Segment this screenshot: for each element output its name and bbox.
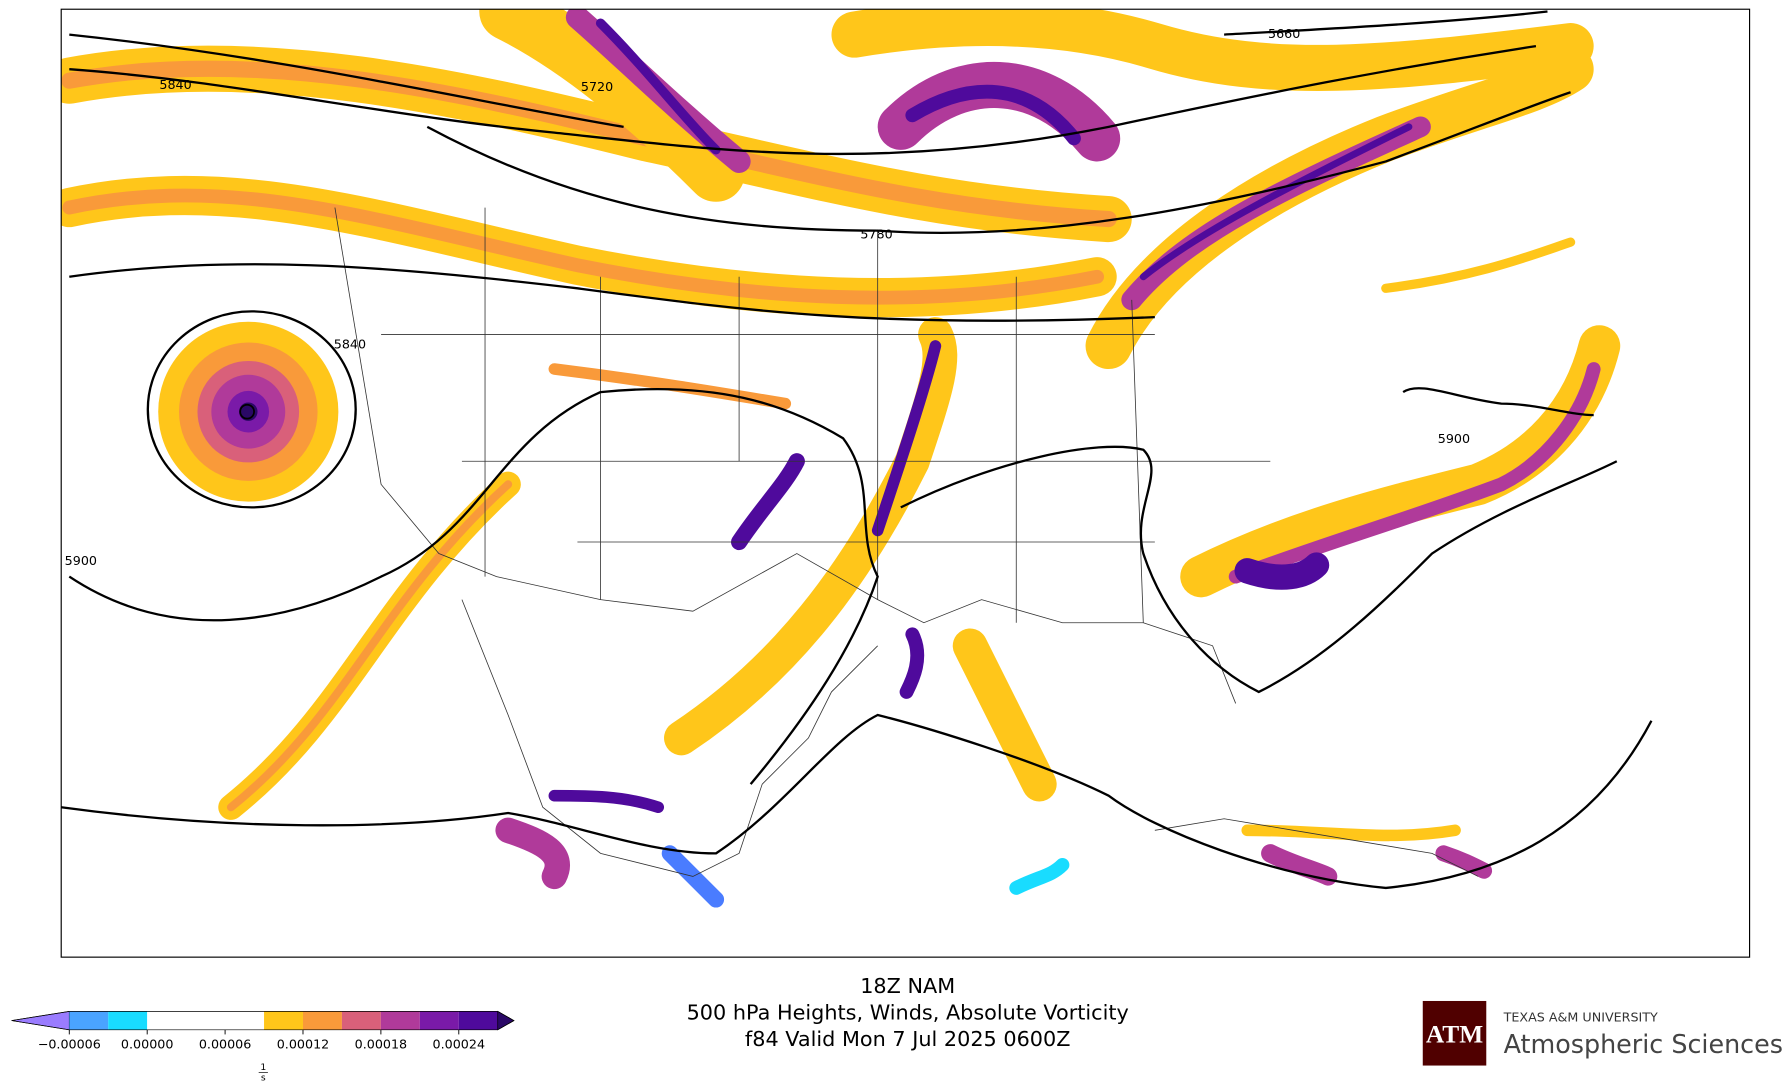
boundaries	[334, 207, 1479, 877]
colorbar: −0.00006 0.00000 0.00006 0.00012 0.00018 0.00…	[11, 1010, 515, 1084]
colorbar-over	[497, 1010, 515, 1031]
colorbar-tick-label: 0.00024	[433, 1036, 486, 1051]
contour-label: 5840	[159, 77, 191, 92]
logo: ATM TEXAS A&M UNIVERSITY Atmospheric Sci…	[1422, 1000, 1783, 1066]
logo-mark: ATM	[1426, 1021, 1483, 1049]
colorbar-tick-label: 0.00018	[355, 1036, 408, 1051]
colorbar-tick-label: 0.00006	[199, 1036, 252, 1051]
colorbar-under	[11, 1010, 70, 1031]
title-line: f84 Valid Mon 7 Jul 2025 0600Z	[745, 1027, 1071, 1051]
height-contours	[61, 10, 1653, 890]
colorbar-unit: s	[261, 1073, 266, 1084]
colorbar-segment	[341, 1011, 381, 1030]
contour-label: 5840	[334, 336, 366, 351]
contour-label: 5900	[65, 553, 97, 568]
contour-label: 5720	[581, 79, 613, 94]
colorbar-tick-label: 0.00012	[277, 1036, 330, 1051]
contour-label: 5900	[1438, 431, 1470, 446]
title-line: 500 hPa Heights, Winds, Absolute Vortici…	[687, 1000, 1129, 1024]
contour-label: 5660	[1268, 26, 1300, 41]
colorbar-segment	[108, 1011, 148, 1030]
map-frame	[60, 8, 1751, 958]
colorbar-tick-label: −0.00006	[38, 1036, 101, 1051]
colorbar-segment	[302, 1011, 342, 1030]
colorbar-segment	[147, 1011, 265, 1030]
colorbar-segment	[380, 1011, 420, 1030]
colorbar-segment	[264, 1011, 303, 1030]
colorbar-segment	[458, 1011, 498, 1030]
colorbar-unit: 1	[260, 1062, 266, 1073]
vorticity-field	[61, 9, 1621, 908]
colorbar-tick-label: 0.00000	[121, 1036, 174, 1051]
logo-box	[1422, 1000, 1487, 1066]
colorbar-segment	[69, 1011, 109, 1030]
map: 5840 5720 5660 5780 5840 5900 5900	[61, 9, 1750, 958]
hurricane	[158, 321, 339, 502]
title-line: 18Z NAM	[860, 974, 955, 998]
colorbar-segment	[419, 1011, 459, 1030]
logo-department: Atmospheric Sciences	[1504, 1029, 1783, 1059]
logo-university: TEXAS A&M UNIVERSITY	[1503, 1010, 1658, 1025]
contour-label: 5780	[860, 227, 892, 242]
